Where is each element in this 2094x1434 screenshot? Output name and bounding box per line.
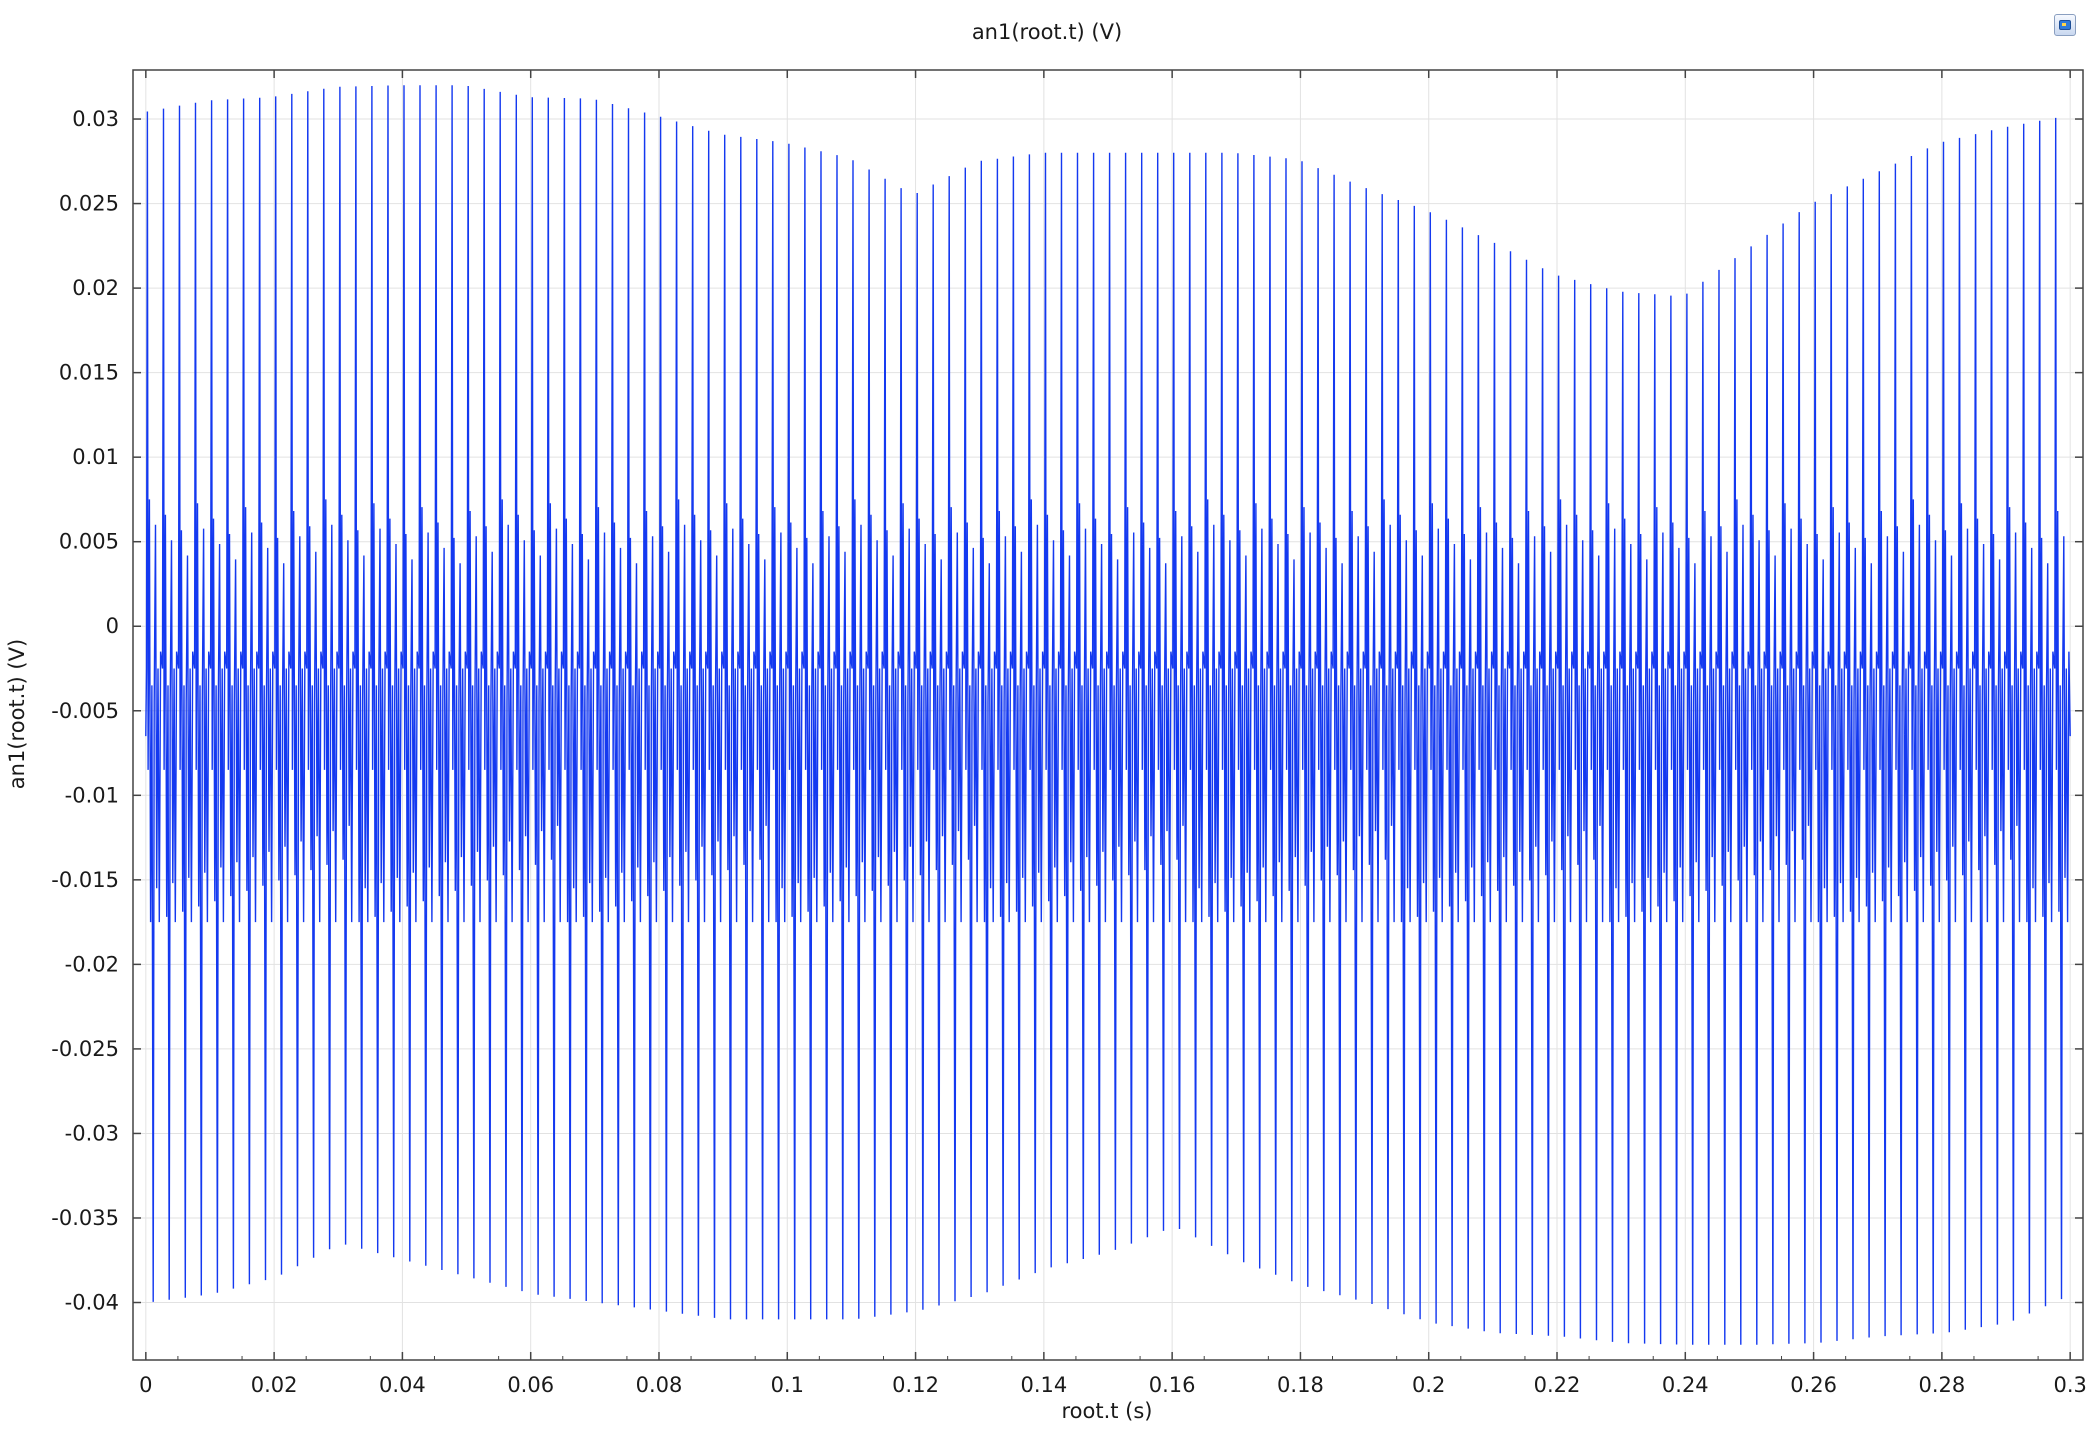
y-tick-label: -0.005 [51, 699, 119, 723]
picture-glyph [2059, 20, 2071, 30]
series-line [145, 85, 2071, 1345]
x-tick-label: 0.04 [379, 1373, 426, 1397]
x-tick-label: 0.08 [636, 1373, 683, 1397]
x-axis-label: root.t (s) [1061, 1399, 1152, 1423]
x-tick-label: 0 [139, 1373, 152, 1397]
x-tick-label: 0.12 [892, 1373, 939, 1397]
x-tick-label: 0.16 [1149, 1373, 1196, 1397]
x-tick-label: 0.3 [2053, 1373, 2086, 1397]
y-axis: 0.03 0.025 0.02 0.015 0.01 0.005 0 -0.005 -0.01 -… [51, 107, 2083, 1315]
y-tick-label: 0.02 [72, 276, 119, 300]
series-an1 [145, 85, 2071, 1345]
y-tick-label: -0.04 [65, 1291, 119, 1315]
y-tick-label: 0.005 [59, 530, 119, 554]
y-axis-label: an1(root.t) (V) [5, 639, 29, 789]
y-tick-label: -0.035 [51, 1206, 119, 1230]
y-tick-label: -0.015 [51, 868, 119, 892]
chart-title: an1(root.t) (V) [971, 20, 1123, 44]
y-tick-label: 0.03 [72, 107, 119, 131]
image-export-icon[interactable] [2054, 14, 2076, 36]
y-tick-label: -0.02 [65, 952, 119, 976]
x-tick-label: 0.02 [251, 1373, 298, 1397]
x-tick-label: 0.26 [1790, 1373, 1837, 1397]
x-axis: 0 0.02 0.04 0.06 0.08 0.1 0.12 0.14 0.16 0.18 0.2 0… [139, 70, 2087, 1397]
y-tick-label: 0.01 [72, 445, 119, 469]
x-tick-label: 0.18 [1277, 1373, 1324, 1397]
x-tick-label: 0.14 [1020, 1373, 1067, 1397]
x-tick-label: 0.06 [507, 1373, 554, 1397]
y-tick-label: -0.01 [65, 783, 119, 807]
y-tick-label: -0.03 [65, 1121, 119, 1145]
x-tick-label: 0.2 [1412, 1373, 1445, 1397]
y-tick-label: 0.015 [59, 361, 119, 385]
y-tick-label: 0 [106, 614, 119, 638]
grid-lines [133, 70, 2083, 1360]
y-tick-label: 0.025 [59, 192, 119, 216]
x-tick-label: 0.28 [1918, 1373, 1965, 1397]
x-tick-label: 0.1 [771, 1373, 804, 1397]
x-tick-label: 0.24 [1662, 1373, 1709, 1397]
x-tick-label: 0.22 [1534, 1373, 1581, 1397]
y-tick-label: -0.025 [51, 1037, 119, 1061]
